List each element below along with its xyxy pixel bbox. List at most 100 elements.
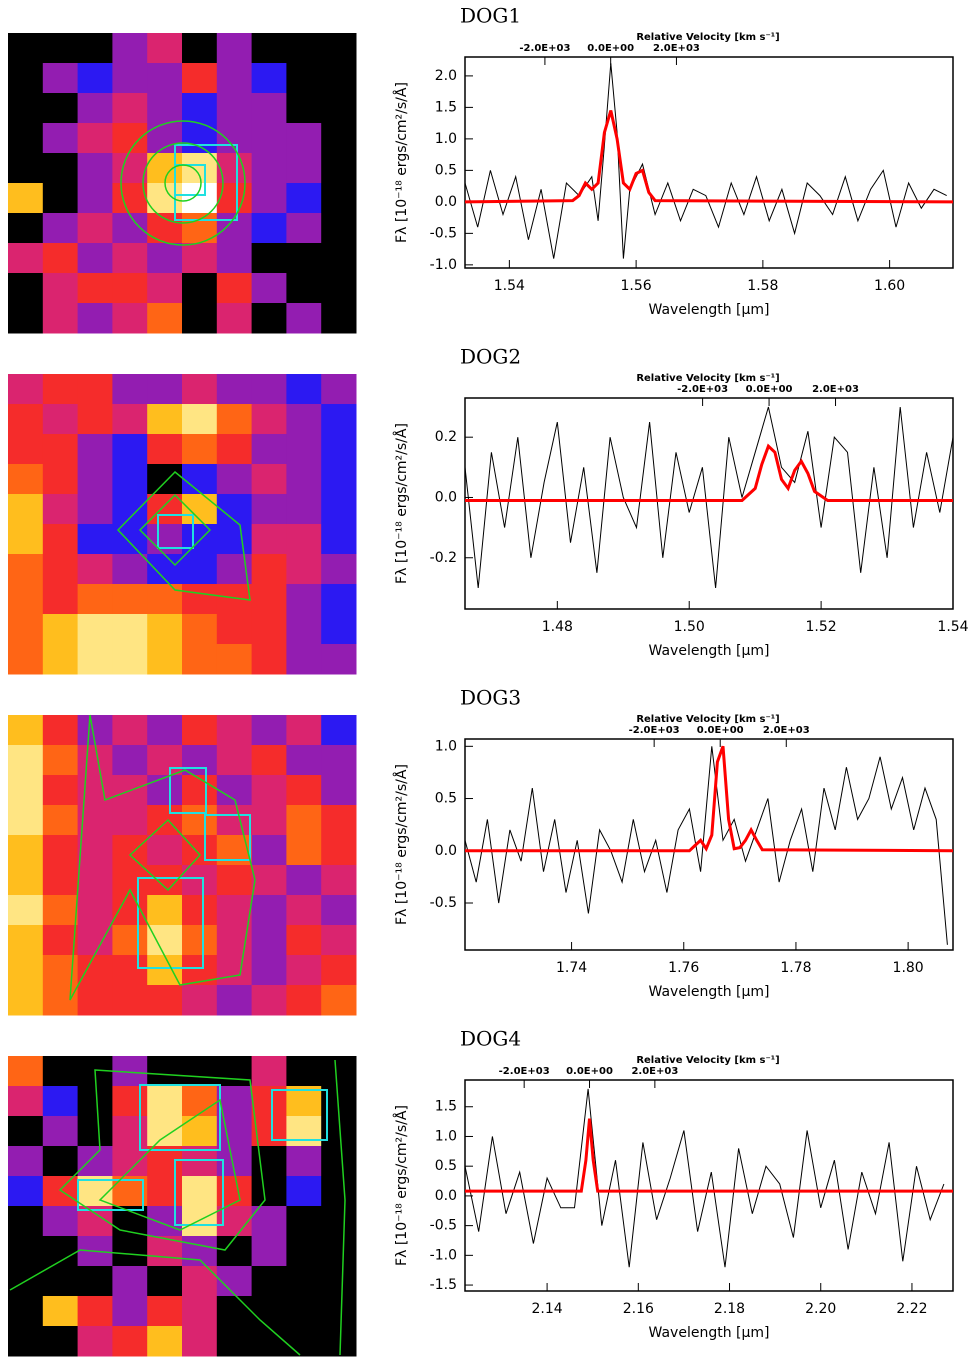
heat-cell xyxy=(251,835,287,866)
heat-cell xyxy=(286,614,322,645)
heat-cell xyxy=(8,273,44,304)
heat-cell xyxy=(147,123,183,154)
y-tick-label: 0.5 xyxy=(435,1158,457,1174)
heat-cell xyxy=(147,183,183,214)
heat-cell xyxy=(251,955,287,986)
heat-cell xyxy=(321,273,357,304)
heat-cell xyxy=(8,63,44,94)
heat-cell xyxy=(182,434,218,465)
heat-cell xyxy=(182,1086,218,1117)
heat-cell xyxy=(286,985,322,1016)
heat-cell xyxy=(147,213,183,244)
heat-cell xyxy=(112,1236,148,1267)
heat-cell xyxy=(251,1086,287,1117)
heat-cell xyxy=(286,374,322,405)
heat-cell xyxy=(77,1116,113,1147)
heat-cell xyxy=(42,1326,79,1357)
aperture xyxy=(169,767,207,814)
heat-cell xyxy=(42,584,79,615)
heat-cell xyxy=(42,835,79,866)
x-tick-label: 1.78 xyxy=(780,960,811,976)
heat-cell xyxy=(147,1206,183,1237)
heat-cell xyxy=(216,303,253,334)
heat-cell xyxy=(42,805,79,836)
heat-cell xyxy=(77,1086,113,1117)
fit xyxy=(465,443,953,502)
heat-cell xyxy=(286,865,322,896)
heat-cell xyxy=(216,464,253,495)
heatmaps xyxy=(8,33,357,1357)
x-tick-label: 2.18 xyxy=(714,1301,745,1317)
heat-cell xyxy=(321,524,357,555)
heat-cell xyxy=(147,1116,183,1147)
heat-cell xyxy=(182,1266,218,1297)
heat-cell xyxy=(147,1056,183,1087)
heat-cell xyxy=(251,895,287,926)
heat-cell xyxy=(251,273,287,304)
contour xyxy=(69,714,256,1001)
heat-cell xyxy=(251,775,287,806)
heat-cell xyxy=(251,33,287,64)
heat-cell xyxy=(8,835,44,866)
heat-cell xyxy=(112,434,148,465)
heat-cell xyxy=(77,584,113,615)
heat-cell xyxy=(112,1266,148,1297)
aperture xyxy=(174,164,206,196)
heat-cell xyxy=(321,1206,357,1237)
heat-cell xyxy=(42,715,79,746)
heat-cell xyxy=(8,715,44,746)
panel-title: DOG3 xyxy=(460,686,521,710)
heat-cell xyxy=(77,1146,113,1177)
heat-cell xyxy=(182,464,218,495)
x-axis-label: Wavelength [μm] xyxy=(649,643,770,659)
heat-cell xyxy=(8,33,44,64)
y-tick-label: 0.5 xyxy=(435,791,457,807)
heat-cell xyxy=(321,243,357,274)
x-tick-label: 2.20 xyxy=(805,1301,836,1317)
heat-cell xyxy=(321,745,357,776)
heat-cell xyxy=(42,1296,79,1327)
heat-cell xyxy=(286,584,322,615)
x-tick-label: 2.14 xyxy=(532,1301,563,1317)
heat-cell xyxy=(8,1056,44,1087)
heat-cell xyxy=(182,404,218,435)
x-tick-label: 1.80 xyxy=(893,960,924,976)
heat-cell xyxy=(251,494,287,525)
heat-cell xyxy=(286,1236,322,1267)
heat-cell xyxy=(182,1176,218,1207)
top-tick-label: -2.0E+03 xyxy=(519,43,570,54)
heat-cell xyxy=(77,123,113,154)
heat-cell xyxy=(286,745,322,776)
heat-cell xyxy=(321,715,357,746)
heat-cell xyxy=(251,1266,287,1297)
heat-cell xyxy=(216,1116,253,1147)
y-axis-label: Fλ [10⁻¹⁸ ergs/cm²/s/Å] xyxy=(393,82,410,243)
heat-cell xyxy=(8,434,44,465)
aperture xyxy=(139,1084,221,1151)
heat-cell xyxy=(147,1296,183,1327)
heat-cell xyxy=(147,614,183,645)
heat-cell xyxy=(251,1236,287,1267)
heat-cell xyxy=(77,835,113,866)
heat-cell xyxy=(182,805,218,836)
heat-cell xyxy=(112,183,148,214)
heat-cell xyxy=(8,1206,44,1237)
heat-cell xyxy=(147,1266,183,1297)
heat-cell xyxy=(77,63,113,94)
heat-cell xyxy=(112,123,148,154)
heat-cell xyxy=(8,1296,44,1327)
heat-cell xyxy=(251,715,287,746)
heat-cell xyxy=(77,745,113,776)
heat-cell xyxy=(182,614,218,645)
top-tick-label: -2.0E+03 xyxy=(499,1066,550,1077)
heat-cell xyxy=(321,1056,357,1087)
heat-cell xyxy=(8,745,44,776)
heat-cell xyxy=(42,374,79,405)
top-tick-label: 2.0E+03 xyxy=(812,384,859,395)
heat-cell xyxy=(182,63,218,94)
heat-cell xyxy=(8,153,44,184)
heat-cell xyxy=(112,614,148,645)
heat-cell xyxy=(286,524,322,555)
heat-cell xyxy=(216,644,253,675)
heat-cell xyxy=(251,554,287,585)
